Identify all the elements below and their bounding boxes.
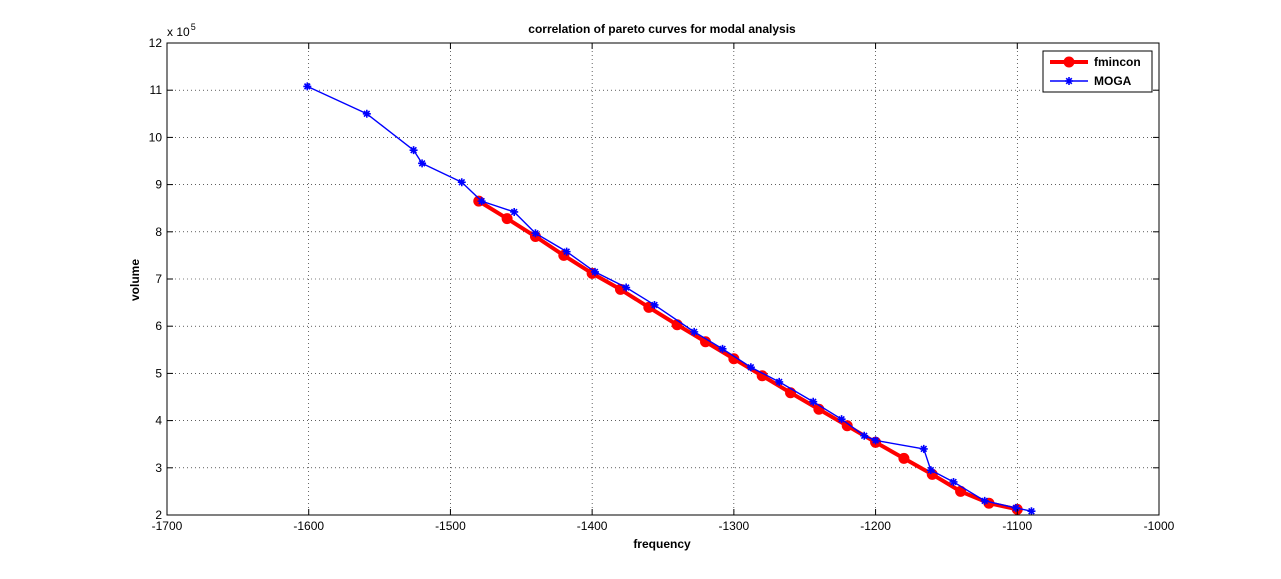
data-point-moga bbox=[362, 109, 371, 118]
data-point-moga bbox=[919, 444, 928, 453]
x-tick-label: -1400 bbox=[577, 519, 608, 533]
x-tick-label: -1300 bbox=[719, 519, 750, 533]
x-tick-label: -1200 bbox=[860, 519, 891, 533]
data-point-moga bbox=[409, 146, 418, 155]
y-tick-label: 3 bbox=[155, 461, 162, 475]
legend-label-fmincon: fmincon bbox=[1094, 55, 1141, 69]
x-tick-label: -1600 bbox=[293, 519, 324, 533]
x-tick-label: -1700 bbox=[152, 519, 183, 533]
data-point-moga bbox=[457, 178, 466, 187]
data-point-moga bbox=[871, 436, 880, 445]
x-tick-label: -1500 bbox=[435, 519, 466, 533]
series-moga bbox=[303, 82, 1036, 516]
data-point-moga bbox=[775, 377, 784, 386]
y-tick-label: 6 bbox=[155, 319, 162, 333]
data-point-moga bbox=[718, 344, 727, 353]
chart-title: correlation of pareto curves for modal a… bbox=[528, 22, 796, 36]
y-tick-labels: 2 3 4 5 6 7 8 9 10 11 12 bbox=[149, 36, 163, 522]
data-point-moga bbox=[650, 300, 659, 309]
legend-marker-fmincon bbox=[1063, 56, 1075, 68]
y-tick-label: 10 bbox=[149, 130, 163, 144]
series-layer bbox=[303, 82, 1036, 516]
y-multiplier: x 105 bbox=[167, 22, 196, 39]
data-point-fmincon bbox=[841, 420, 853, 432]
x-axis-label: frequency bbox=[633, 537, 691, 551]
y-tick-label: 7 bbox=[155, 272, 162, 286]
y-tick-label: 4 bbox=[155, 414, 162, 428]
data-point-fmincon bbox=[501, 213, 513, 225]
y-tick-label: 5 bbox=[155, 366, 162, 380]
data-point-moga bbox=[510, 207, 519, 216]
data-point-moga bbox=[746, 363, 755, 372]
data-point-moga bbox=[477, 197, 486, 206]
x-tick-label: -1100 bbox=[1002, 519, 1032, 533]
data-point-moga bbox=[303, 82, 312, 91]
x-tick-label: -1000 bbox=[1144, 519, 1175, 533]
data-point-moga bbox=[926, 466, 935, 475]
legend: fmincon MOGA bbox=[1042, 50, 1153, 93]
plot-area bbox=[166, 42, 1160, 516]
data-point-fmincon bbox=[756, 370, 768, 382]
y-tick-label: 8 bbox=[155, 225, 162, 239]
y-axis-label: volume bbox=[128, 259, 142, 301]
data-point-fmincon bbox=[671, 319, 683, 331]
data-point-moga bbox=[949, 477, 958, 486]
data-point-moga bbox=[562, 247, 571, 256]
legend-marker-moga bbox=[1065, 77, 1073, 85]
y-tick-label: 12 bbox=[149, 36, 163, 50]
data-point-moga bbox=[860, 431, 869, 440]
legend-label-moga: MOGA bbox=[1094, 74, 1132, 88]
data-point-moga bbox=[809, 397, 818, 406]
data-point-moga bbox=[418, 159, 427, 168]
data-point-fmincon bbox=[898, 452, 910, 464]
data-point-moga bbox=[622, 283, 631, 292]
axis-ticks bbox=[166, 42, 1160, 516]
x-tick-labels: -1700 -1600 -1500 -1400 -1300 -1200 -1100 -1000 bbox=[152, 519, 1175, 533]
legend-box bbox=[1042, 50, 1153, 93]
y-tick-label: 2 bbox=[155, 508, 162, 522]
data-point-moga bbox=[1027, 507, 1036, 516]
data-point-moga bbox=[1011, 503, 1020, 512]
y-tick-label: 11 bbox=[150, 83, 163, 97]
grid-lines bbox=[167, 43, 1159, 515]
series-line-moga bbox=[306, 85, 1033, 512]
data-point-moga bbox=[690, 327, 699, 336]
legend-entries: fmincon MOGA bbox=[1050, 55, 1141, 88]
data-point-moga bbox=[590, 267, 599, 276]
data-point-moga bbox=[531, 229, 540, 238]
y-tick-label: 9 bbox=[155, 178, 162, 192]
data-point-moga bbox=[837, 415, 846, 424]
data-point-moga bbox=[980, 496, 989, 505]
